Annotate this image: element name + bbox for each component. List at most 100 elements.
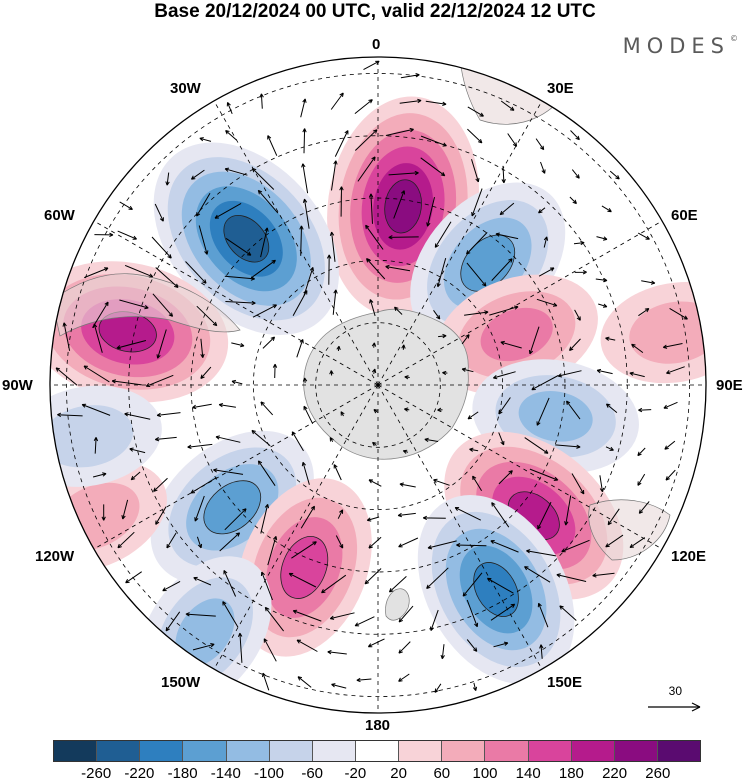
wind-arrow	[329, 612, 355, 620]
graticule	[50, 57, 706, 713]
wind-arrow	[326, 254, 332, 285]
antarctica-land	[303, 308, 469, 460]
colorbar-tick-label: -180	[167, 765, 198, 782]
wind-arrow	[288, 572, 317, 588]
wind-arrow	[302, 377, 308, 383]
wind-arrow	[637, 473, 646, 486]
wind-arrow	[529, 468, 559, 481]
lon-label-150w: 150W	[161, 674, 201, 691]
wind-arrow	[55, 367, 78, 386]
wind-arrow	[190, 169, 205, 180]
wind-arrow	[57, 412, 83, 418]
wind-arrow	[93, 323, 103, 353]
wind-arrow	[272, 363, 278, 379]
wind-arrow	[420, 157, 446, 177]
wind-arrow	[296, 639, 318, 652]
modes-logo: MODES©	[623, 34, 738, 58]
wind-arrow	[472, 475, 483, 491]
wind-arrow	[629, 537, 646, 548]
wind-arrow	[214, 202, 242, 219]
wind-arrow	[491, 258, 513, 281]
wind-arrow	[433, 478, 450, 486]
wind-arrow	[466, 599, 479, 628]
wind-arrow	[151, 236, 172, 259]
wind-arrow	[402, 449, 409, 454]
wind-arrow	[302, 128, 307, 154]
colorbar-cell-4	[226, 741, 270, 761]
wind-arrow	[339, 186, 344, 217]
colorbar-cell-5	[269, 741, 313, 761]
wind-arrow	[438, 333, 447, 339]
wind-arrow	[156, 412, 181, 418]
wind-arrow	[609, 170, 620, 180]
wind-arrow	[154, 203, 164, 222]
colorbar-cell-1	[97, 741, 141, 761]
wind-arrow	[225, 300, 256, 306]
wind-arrow	[537, 602, 549, 628]
wind-arrow	[117, 531, 135, 549]
wind-arrow	[631, 343, 644, 354]
wind-arrow	[605, 534, 624, 548]
wind-arrow	[531, 375, 559, 391]
reference-vector	[648, 702, 701, 712]
wind-arrow	[162, 580, 181, 592]
wind-arrow	[666, 366, 685, 375]
wind-arrow	[464, 310, 489, 316]
wind-arrow	[371, 368, 377, 375]
wind-arrow	[327, 650, 347, 655]
wind-arrow	[329, 231, 336, 262]
colorbar-cell-9	[442, 741, 486, 761]
wind-arrow	[385, 264, 411, 272]
wind-arrow	[426, 196, 435, 227]
wind-arrow	[357, 156, 376, 182]
lon-label-120w: 120W	[35, 548, 75, 565]
wind-arrow	[366, 516, 380, 522]
colorbar-tick-label: -100	[253, 765, 285, 782]
colorbar-cell-10	[485, 741, 529, 761]
wind-arrow	[121, 499, 129, 520]
wind-arrow	[596, 368, 613, 375]
wind-arrow	[83, 365, 110, 383]
wind-arrow	[669, 307, 688, 320]
wind-arrow	[213, 468, 244, 475]
colorbar-tick-label: 260	[645, 765, 671, 782]
wind-arrow	[218, 403, 236, 408]
wind-arrow	[637, 232, 650, 240]
wind-arrow	[263, 638, 277, 662]
wind-arrow	[641, 280, 656, 285]
wind-arrow	[267, 135, 278, 156]
wind-arrow	[259, 93, 264, 109]
wind-arrow	[638, 501, 650, 514]
wind-arrow	[299, 225, 304, 256]
meridian-line	[213, 100, 379, 386]
wind-arrow	[490, 603, 516, 621]
wind-arrow	[354, 129, 378, 151]
wind-arrow	[440, 644, 445, 660]
lon-label-30e: 30E	[547, 80, 574, 97]
wind-arrow	[251, 429, 271, 447]
wind-arrow	[427, 540, 457, 550]
wind-arrow	[574, 270, 587, 275]
wind-arrow	[492, 371, 516, 380]
wind-arrow	[399, 482, 416, 488]
wind-arrow	[500, 340, 522, 349]
wind-arrow	[260, 227, 269, 258]
wind-arrow	[571, 473, 585, 495]
wind-arrow	[664, 440, 676, 450]
wind-arrow	[187, 443, 213, 449]
wind-arrow	[116, 340, 147, 350]
wind-arrow	[84, 267, 109, 279]
wind-arrow	[153, 477, 168, 492]
wind-arrow	[368, 479, 382, 487]
wind-arrow	[62, 322, 71, 351]
wind-arrow	[564, 495, 572, 526]
wind-arrow	[200, 338, 205, 358]
wind-arrow	[129, 447, 146, 454]
wind-arrow	[462, 572, 483, 597]
meridian-line	[377, 220, 663, 386]
meridian-line	[213, 384, 379, 670]
wind-arrow	[539, 644, 544, 659]
wind-arrow	[388, 170, 419, 176]
wind-arrow	[528, 326, 540, 355]
wind-arrow	[165, 172, 170, 186]
